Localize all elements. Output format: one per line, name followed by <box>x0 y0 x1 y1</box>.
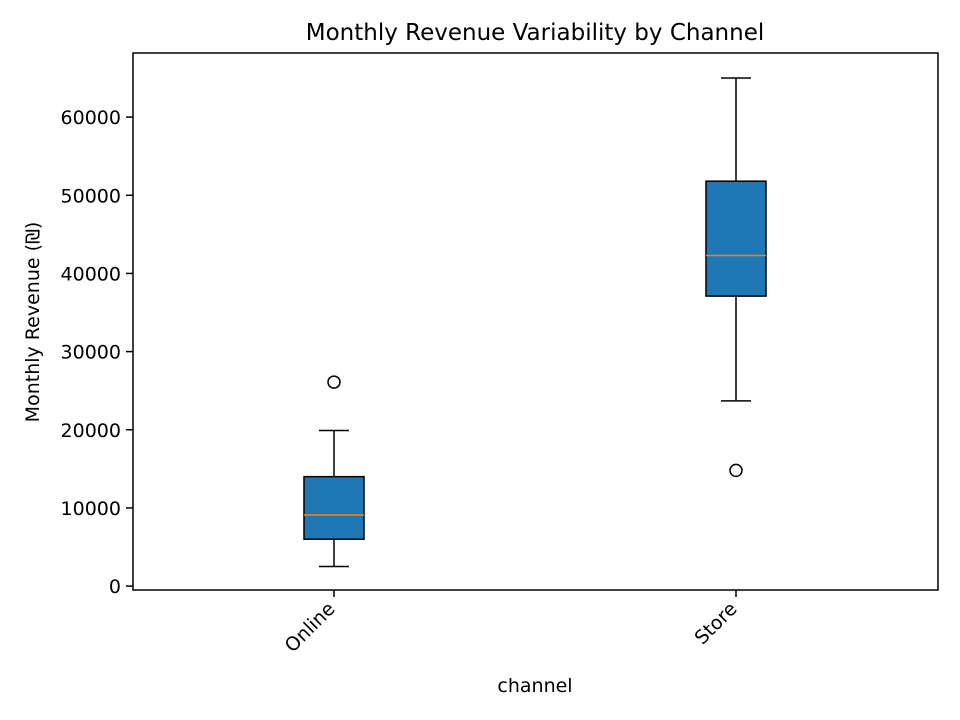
x-tick-label: Online <box>281 598 340 657</box>
y-axis: 0 10000 20000 30000 40000 50000 60000 <box>61 107 133 598</box>
iqr-box <box>705 180 767 297</box>
boxes-layer <box>303 77 767 568</box>
chart-title: Monthly Revenue Variability by Channel <box>306 20 765 46</box>
iqr-box <box>303 475 365 540</box>
x-axis: Online Store <box>281 590 742 657</box>
x-tick-label: Store <box>690 598 741 649</box>
y-tick-label: 10000 <box>61 498 121 520</box>
x-axis-label: channel <box>497 675 572 697</box>
box-group-store <box>705 77 767 478</box>
y-tick-label: 20000 <box>61 420 121 442</box>
y-tick-label: 30000 <box>61 342 121 364</box>
y-tick-label: 50000 <box>61 185 121 207</box>
y-tick-label: 40000 <box>61 263 121 285</box>
plot-area <box>132 52 939 591</box>
y-axis-label: Monthly Revenue (₪) <box>22 222 44 423</box>
outlier-point <box>729 463 743 478</box>
box-group-online <box>303 375 365 568</box>
outlier-point <box>327 375 341 389</box>
y-tick-label: 60000 <box>61 107 121 129</box>
y-tick-label: 0 <box>109 576 121 598</box>
